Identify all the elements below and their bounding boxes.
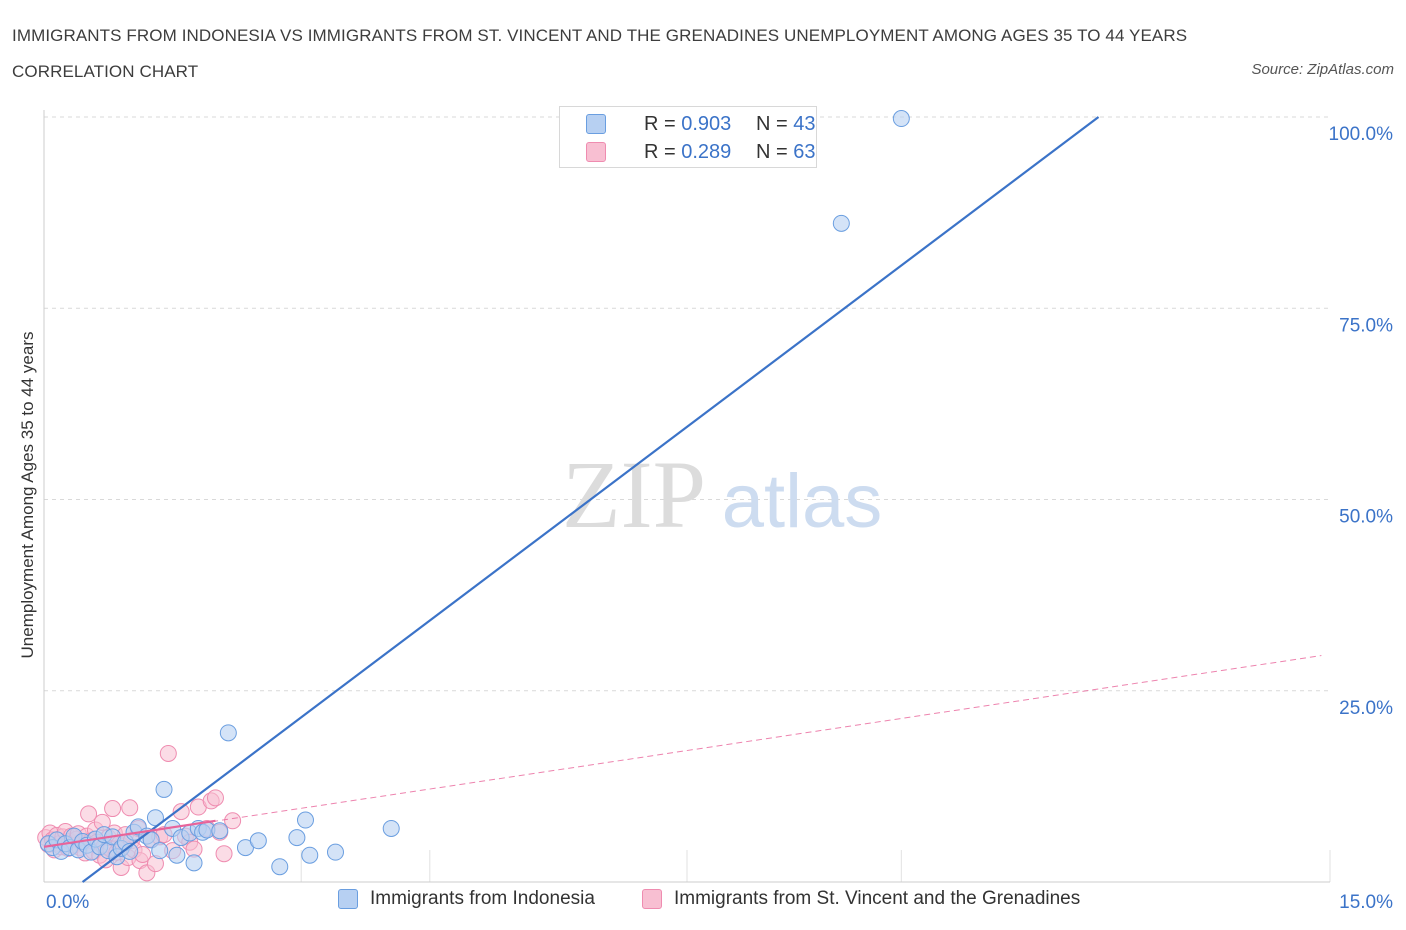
data-point-stvincent [80,805,98,823]
source-label: Source: ZipAtlas.com [1251,61,1394,78]
legend-swatch-pink [586,142,606,162]
data-point-indonesia [211,822,229,840]
data-point-indonesia [219,724,237,742]
y-axis-label: Unemployment Among Ages 35 to 44 years [18,331,37,659]
legend-n-label: N = [756,112,788,135]
x-tick-label: 0.0% [46,892,89,913]
data-point-indonesia [301,846,319,864]
data-point-indonesia [168,846,186,864]
y-tick-label: 50.0% [1339,507,1393,528]
data-point-stvincent [159,744,177,762]
series-swatch-blue [338,889,358,909]
data-point-indonesia [271,858,289,876]
series-legend-label: Immigrants from St. Vincent and the Gren… [674,888,1081,909]
legend-r-label: R = [644,140,676,163]
legend-r-blue: R = 0.903 [644,113,731,136]
y-tick-label: 75.0% [1339,315,1393,336]
data-point-indonesia [296,811,314,829]
legend-r-value: 0.903 [681,112,732,135]
legend-r-label: R = [644,112,676,135]
watermark-zip: ZIP [562,441,706,548]
data-point-indonesia [832,214,850,232]
data-point-indonesia [185,854,203,872]
legend-n-value: 63 [793,140,816,163]
trendline-indonesia [81,116,1100,883]
x-tick-label: 15.0% [1339,892,1393,913]
data-point-stvincent [121,799,139,817]
legend-r-value: 0.289 [681,140,732,163]
data-point-indonesia [382,819,400,837]
blue-series-points [39,110,910,876]
legend-n-value: 43 [793,112,816,135]
correlation-legend: R = 0.903 N = 43 R = 0.289 N = 63 [559,106,817,168]
legend-row-stvincent: R = 0.289 N = 63 [586,139,816,165]
y-tick-label: 100.0% [1329,124,1394,145]
data-point-indonesia [249,832,267,850]
pink-series-points [37,744,242,882]
trend-lines [43,116,1322,883]
tick-labels: 25.0% 50.0% 75.0% 100.0% 0.0% 15.0% [46,124,1393,913]
data-point-stvincent [215,845,233,863]
data-point-indonesia [151,842,169,860]
data-point-indonesia [326,843,344,861]
data-point-stvincent [224,812,242,830]
watermark-atlas: atlas [722,459,883,544]
axes [43,110,1330,883]
legend-row-indonesia: R = 0.903 N = 43 [586,111,816,137]
trendline-stvincent-solid [43,819,216,848]
watermark: ZIP atlas [562,441,882,548]
data-point-indonesia [288,829,306,847]
series-legend-label: Immigrants from Indonesia [370,888,595,909]
legend-r-pink: R = 0.289 [644,141,731,164]
legend-swatch-blue [586,114,606,134]
data-point-indonesia [146,809,164,827]
data-point-stvincent [172,803,190,821]
series-legend-indonesia: Immigrants from Indonesia [338,888,595,910]
series-swatch-pink [642,889,662,909]
legend-n-label: N = [756,140,788,163]
series-legend-stvincent: Immigrants from St. Vincent and the Gren… [642,888,1080,910]
legend-n-blue: N = 43 [756,113,816,136]
trendline-stvincent-dashed [43,655,1322,848]
data-point-stvincent [206,789,224,807]
data-point-indonesia [155,780,173,798]
y-tick-label: 25.0% [1339,698,1393,719]
data-point-stvincent [104,800,122,818]
chart-title: IMMIGRANTS FROM INDONESIA VS IMMIGRANTS … [12,26,1188,81]
data-point-indonesia [892,110,910,128]
legend-n-pink: N = 63 [756,141,816,164]
series-legend: Immigrants from Indonesia Immigrants fro… [0,888,1406,918]
